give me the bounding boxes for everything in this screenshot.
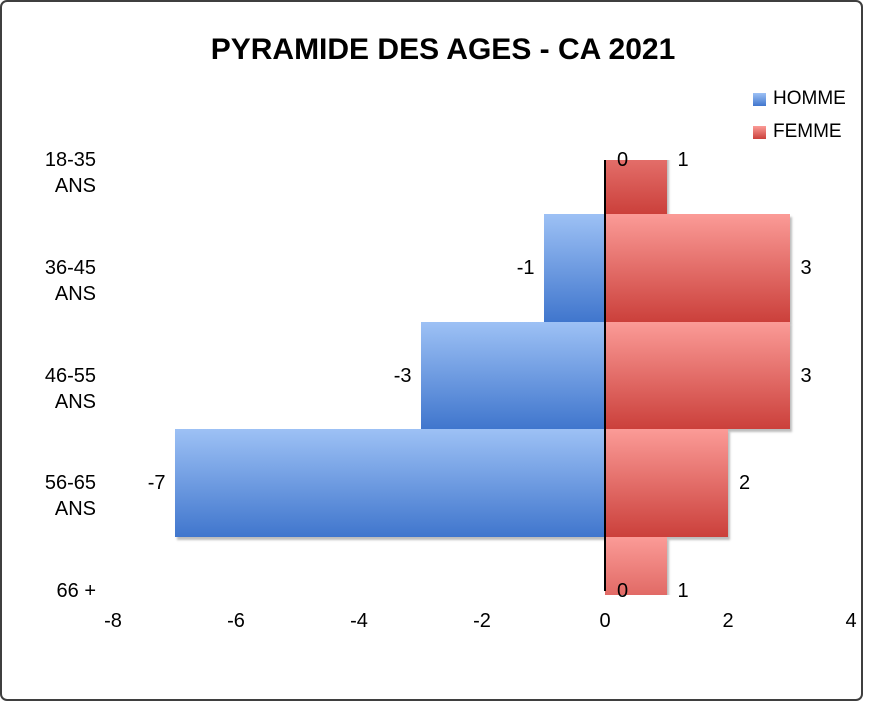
x-tick-label-6: 4 [845, 610, 857, 632]
bar-homme-3 [174, 429, 605, 538]
category-label-1: 36-45 ANS [44, 256, 96, 305]
bar-femme-0 [605, 160, 667, 214]
legend-item-femme: FEMME [753, 121, 842, 143]
legend-label-femme: FEMME [773, 121, 842, 142]
category-label-3: 56-65 ANS [44, 472, 96, 521]
value-label-femme-0: 1 [677, 149, 689, 171]
value-label-femme-3: 2 [739, 472, 751, 495]
bar-femme-4 [605, 537, 667, 595]
bar-homme-2 [420, 321, 605, 430]
chart-title: PYRAMIDE DES AGES - CA 2021 [210, 33, 676, 66]
value-label-femme-2: 3 [800, 364, 812, 387]
value-label-homme-1: -1 [516, 256, 535, 279]
value-label-femme-1: 3 [800, 256, 812, 279]
bar-femme-2 [605, 321, 790, 430]
legend-item-homme: HOMME [753, 88, 846, 110]
category-label-2: 46-55 ANS [44, 364, 96, 413]
value-label-homme-0: 0 [617, 149, 629, 171]
value-label-homme-3: -7 [147, 472, 166, 495]
bar-homme-1 [543, 213, 605, 322]
legend-swatch-femme-icon [753, 125, 766, 139]
x-tick-label-4: 0 [599, 610, 611, 632]
x-tick-label-1: -6 [227, 610, 245, 632]
bar-femme-1 [605, 213, 790, 322]
category-label-0: 18-35 ANS [44, 149, 96, 197]
zero-axis-line [604, 160, 606, 591]
value-label-homme-4: 0 [617, 580, 629, 602]
x-tick-label-3: -2 [473, 610, 491, 632]
x-tick-label-5: 2 [722, 610, 734, 632]
value-label-femme-4: 1 [677, 580, 689, 602]
plot-area [0, 160, 870, 595]
x-tick-label-2: -4 [350, 610, 368, 632]
x-tick-label-0: -8 [104, 610, 122, 632]
category-label-4: 66 + [56, 580, 96, 602]
bar-femme-3 [605, 429, 728, 538]
value-label-homme-2: -3 [393, 364, 412, 387]
legend-label-homme: HOMME [773, 88, 846, 109]
legend-swatch-homme-icon [753, 92, 766, 106]
